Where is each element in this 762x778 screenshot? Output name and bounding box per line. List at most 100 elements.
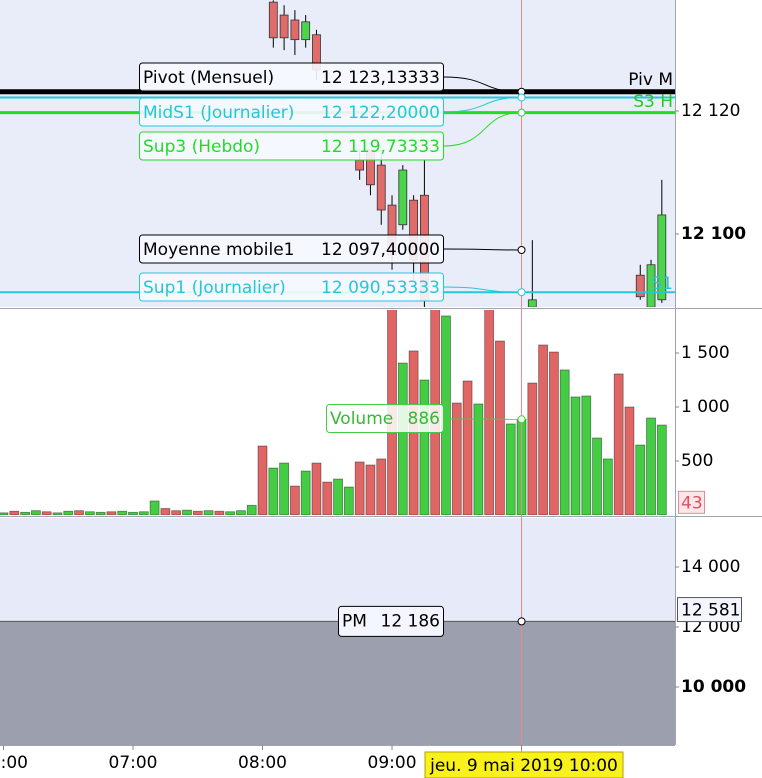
volume-bar [343,486,354,515]
volume-bar [613,373,624,515]
volume-bar [128,511,138,515]
volume-bar [279,462,290,515]
callout-name: MidS1 (Journalier) [143,103,294,123]
candle-body [301,21,311,41]
callout-box [139,62,444,92]
callout-connector [442,96,522,113]
callout-value: 12 090,53333 [321,278,440,298]
candle-body [646,264,656,307]
volume-bar [95,511,106,515]
callout-box [139,97,444,127]
volume-bar [9,510,20,515]
volume-bar [581,395,592,515]
y-tick-label: 1 000 [681,397,730,417]
volume-bar [257,445,268,515]
volume-bar [117,510,128,515]
volume-bar [106,511,117,515]
callout-value: 12 097,40000 [321,240,440,260]
candle-body [527,299,537,307]
volume-bar [0,512,9,515]
current-value: 43 [681,493,703,513]
volume-bar [592,437,602,515]
y-tick-label: 14 000 [681,557,740,577]
x-tick-label: 06:00 [0,753,28,773]
crosshair-marker [517,415,526,424]
volume-bar [495,340,505,515]
volume-bar [559,369,570,515]
edge-label: S3 H [633,92,673,112]
volume-bar [20,511,30,515]
volume-bar [30,510,41,515]
volume-bar [311,462,322,515]
volume-bar [322,481,333,515]
callout-value: 12 119,73333 [321,137,440,157]
volume-bar [52,512,63,515]
y-tick-label: 10 000 [681,677,746,697]
volume-bar [538,344,549,515]
volume-bar [74,510,84,515]
callout-connector [442,112,522,147]
crosshair-label-box [424,751,624,778]
volume-bar [289,485,300,515]
volume-bar [473,403,484,515]
volume-bar [354,461,365,515]
volume-bar [419,379,430,515]
candle-body [268,1,278,39]
candle-body [279,14,289,39]
y-tick-label: 12 100 [681,224,746,244]
current-value-box [678,490,705,514]
volume-bar [63,510,74,515]
volume-bar [646,417,656,515]
volume-bar [246,504,257,515]
volume-bar [149,500,160,515]
volume-bar [602,458,613,515]
candle-body [635,274,645,298]
crosshair-marker [517,288,526,297]
callout-value: 12 186 [381,611,440,631]
y-tick-label: 500 [681,451,713,471]
y-tick-label: 1 500 [681,343,730,363]
candle-body [398,169,408,226]
candle-body [657,214,667,301]
callout-value: 886 [408,409,440,429]
callout-name: Sup1 (Journalier) [143,278,286,298]
callout-box [139,272,444,302]
edge-label: Piv M [628,70,673,90]
volume-bar [225,511,236,515]
volume-bar [365,464,376,515]
callout-connector [442,248,522,251]
volume-bar [300,470,311,515]
callout-connector [442,286,522,293]
y-tick-label: 12 120 [681,101,740,121]
volume-bar [236,510,246,515]
callout-box [326,404,444,433]
volume-bar [268,467,279,515]
volume-bar [656,424,667,515]
x-tick-label: 08:00 [238,753,287,773]
volume-bar [203,510,214,515]
volume-bar [397,362,408,515]
volume-bar [549,351,559,515]
x-tick-label: 07:00 [109,753,158,773]
volume-bar [214,510,225,515]
callout-value: 12 123,13333 [321,68,440,88]
crosshair-marker [517,245,526,254]
callout-connector [442,76,522,93]
volume-bar [462,380,473,515]
volume-bar [624,406,635,515]
current-value: 12 581 [681,601,740,621]
volume-bar [505,423,516,515]
pm-layer [0,620,675,745]
volume-bar [484,310,495,515]
crosshair-marker [517,108,526,117]
callout-value: 12 122,20000 [321,103,440,123]
volume-bar [570,396,581,515]
candle-body [355,159,365,171]
callout-box [338,605,444,637]
volume-bar [451,402,462,515]
crosshair-marker [517,617,526,626]
volume-bar [527,382,538,515]
volume-bar [192,510,203,515]
